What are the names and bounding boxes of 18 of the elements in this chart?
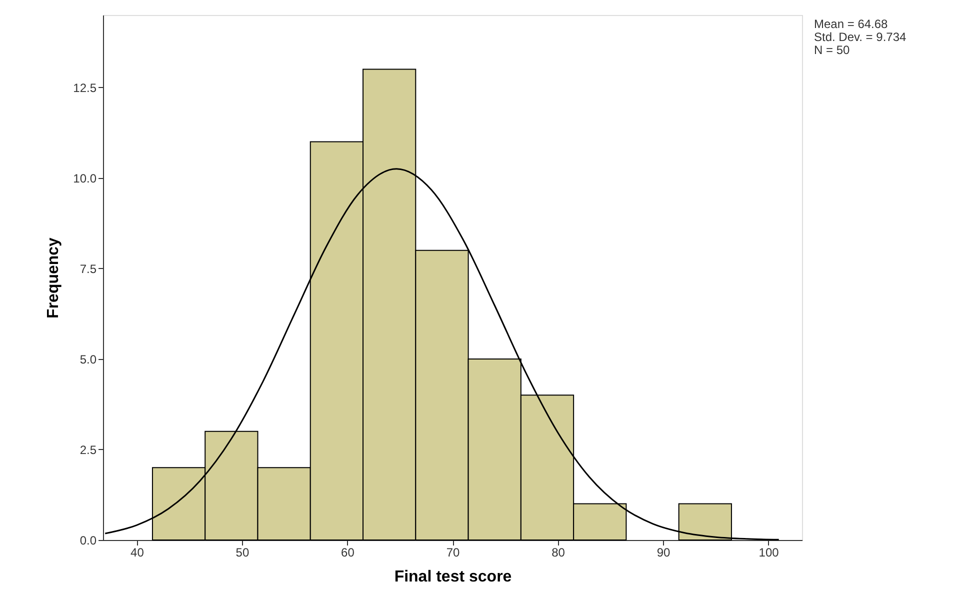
y-tick-label: 2.5 (80, 442, 97, 457)
y-tick-label: 0.0 (80, 534, 97, 548)
x-tick-label: 100 (758, 546, 780, 560)
text: Mean = 64.68 (814, 17, 888, 31)
x-tick-label: 40 (130, 546, 144, 560)
x-tick-label: 80 (552, 546, 566, 560)
x-tick-label: 70 (446, 546, 460, 560)
x-tick-label: 60 (341, 546, 355, 560)
text: Std. Dev. = 9.734 (814, 30, 906, 44)
x-axis-title: Final test score (394, 568, 512, 586)
x-tick-label: 90 (656, 546, 671, 560)
text: N = 50 (814, 43, 850, 57)
y-tick-label: 5.0 (80, 352, 97, 366)
y-tick-label: 12.5 (73, 80, 97, 95)
y-tick-label: 10.0 (73, 171, 97, 186)
y-tick-label: 7.5 (80, 262, 97, 276)
x-tick-label: 50 (236, 546, 250, 560)
y-axis-title: Frequency (45, 237, 62, 318)
